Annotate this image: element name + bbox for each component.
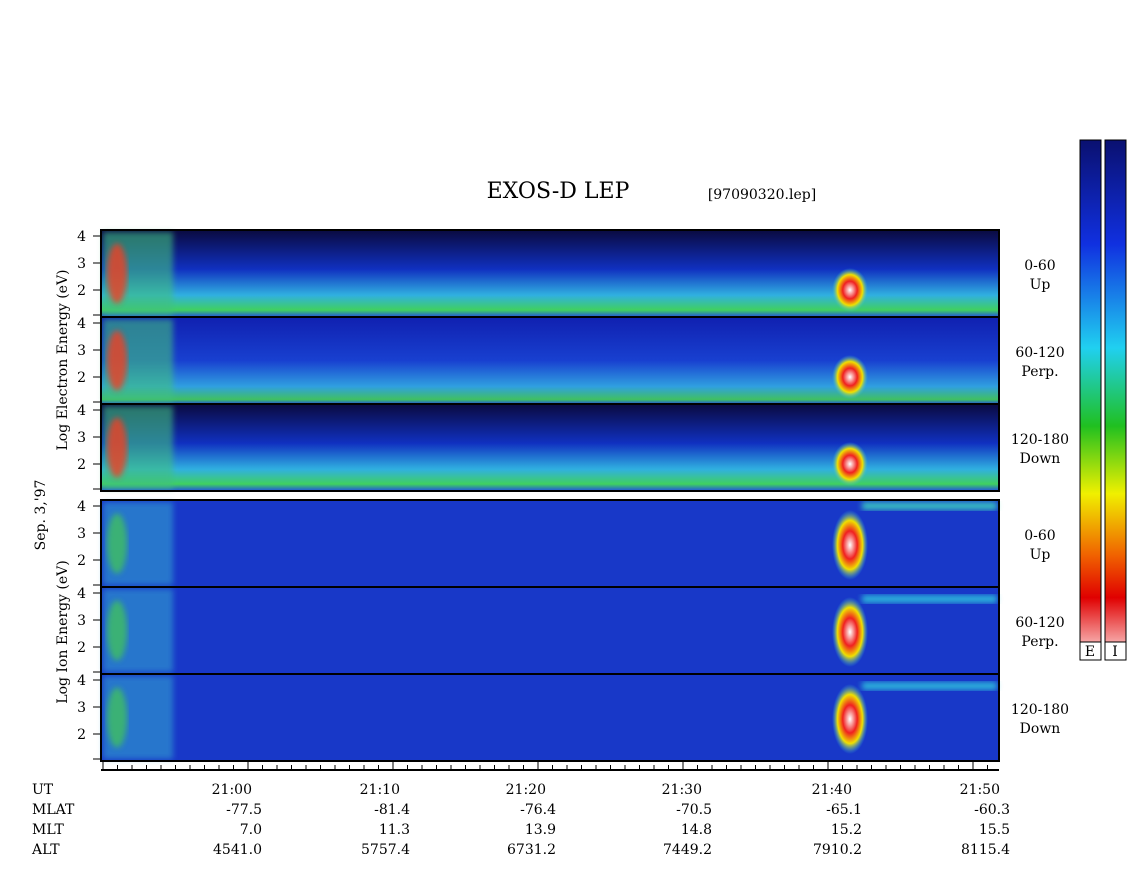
time-label: 21:40 <box>812 782 852 798</box>
hot-spot <box>832 268 868 312</box>
panel-direction: Up <box>1030 277 1051 293</box>
ephemeris-value: -65.1 <box>826 802 862 818</box>
energy-tick-label: 4 <box>77 673 86 689</box>
ephemeris-value: -76.4 <box>520 802 556 818</box>
panel-range: 0-60 <box>1024 258 1055 274</box>
energy-tick-label: 2 <box>77 370 86 386</box>
ephemeris-value: 4541.0 <box>213 842 262 858</box>
panel-direction: Perp. <box>1021 634 1058 650</box>
time-label: 21:50 <box>960 782 1000 798</box>
ephemeris-value: -81.4 <box>374 802 410 818</box>
hot-spot <box>832 684 868 754</box>
title: EXOS-D LEP <box>487 179 630 204</box>
row-name: MLT <box>32 822 64 838</box>
time-label: 21:00 <box>212 782 252 798</box>
row-name: ALT <box>31 842 60 858</box>
time-label: 21:30 <box>662 782 702 798</box>
panel-range: 120-180 <box>1011 702 1069 718</box>
energy-tick-label: 3 <box>77 526 86 542</box>
spectrogram <box>101 317 999 404</box>
time-label: 21:10 <box>360 782 400 798</box>
ephemeris-value: 13.9 <box>525 822 556 838</box>
panel-direction: Down <box>1020 721 1061 737</box>
hot-spot <box>832 510 868 580</box>
hot-spot <box>107 513 127 574</box>
electron-axis-label: Log Electron Energy (eV) <box>55 269 71 450</box>
date-label: Sep. 3,'97 <box>33 480 49 551</box>
ion-beam <box>862 595 997 603</box>
spectrogram <box>101 230 999 317</box>
energy-tick-label: 3 <box>77 256 86 272</box>
hot-spot <box>107 243 127 304</box>
energy-tick-label: 4 <box>77 586 86 602</box>
panel-range: 120-180 <box>1011 432 1069 448</box>
ion-axis-label: Log Ion Energy (eV) <box>55 560 71 703</box>
panel-direction: Up <box>1030 547 1051 563</box>
row-name: MLAT <box>32 802 75 818</box>
ion-beam <box>862 502 997 510</box>
energy-tick-label: 4 <box>77 316 86 332</box>
ephemeris: UT MLAT MLT ALT 21:00 -77.5 7.0 4541.0 21:10 -81.… <box>31 762 1010 858</box>
colorbar-label-box <box>1079 641 1102 661</box>
energy-tick-label: 2 <box>77 457 86 473</box>
energy-tick-label: 4 <box>77 229 86 245</box>
hot-spot <box>107 330 127 391</box>
hot-spot <box>107 417 127 478</box>
time-label: 21:20 <box>506 782 546 798</box>
ephemeris-value: 7910.2 <box>813 842 862 858</box>
energy-tick-label: 2 <box>77 640 86 656</box>
colorbar-label-box <box>1104 641 1127 661</box>
panel-range: 60-120 <box>1015 615 1064 631</box>
colorbar <box>1079 139 1102 661</box>
panel-direction: Perp. <box>1021 364 1058 380</box>
colorbar-label: I <box>1112 644 1118 660</box>
hot-spot <box>832 355 868 399</box>
ephemeris-value: 8115.4 <box>961 842 1010 858</box>
ephemeris-value: 7449.2 <box>663 842 712 858</box>
energy-tick-label: 3 <box>77 343 86 359</box>
ephemeris-value: 14.8 <box>681 822 712 838</box>
spectrogram-panels: 4 3 2 0-60 Up 4 3 2 60-120 Perp. 4 3 2 120-180 Down 4 3 2… <box>77 229 1069 762</box>
file-name: [97090320.lep] <box>708 187 816 203</box>
energy-tick-label: 3 <box>77 613 86 629</box>
ion-beam <box>862 682 997 690</box>
ephemeris-value: 15.5 <box>979 822 1010 838</box>
row-name: UT <box>32 782 54 798</box>
colorbar-label: E <box>1085 644 1095 660</box>
panel-direction: Down <box>1020 451 1061 467</box>
energy-tick-label: 4 <box>77 403 86 419</box>
panel-frame <box>100 673 1000 762</box>
ephemeris-value: 15.2 <box>831 822 862 838</box>
hot-spot <box>832 597 868 667</box>
ephemeris-value: 6731.2 <box>507 842 556 858</box>
energy-tick-label: 2 <box>77 283 86 299</box>
energy-tick-label: 3 <box>77 430 86 446</box>
ephemeris-value: 11.3 <box>379 822 410 838</box>
panel-range: 60-120 <box>1015 345 1064 361</box>
panel-range: 0-60 <box>1024 528 1055 544</box>
colorbar <box>1104 139 1127 661</box>
energy-tick-label: 2 <box>77 553 86 569</box>
ephemeris-value: -60.3 <box>974 802 1010 818</box>
hot-spot <box>107 687 127 748</box>
energy-tick-label: 2 <box>77 727 86 743</box>
hot-spot <box>832 442 868 486</box>
energy-tick-label: 4 <box>77 499 86 515</box>
panel-frame <box>100 403 1000 492</box>
energy-tick-label: 3 <box>77 700 86 716</box>
ephemeris-value: 5757.4 <box>361 842 410 858</box>
ephemeris-value: 7.0 <box>240 822 262 838</box>
ephemeris-value: -70.5 <box>676 802 712 818</box>
hot-spot <box>107 600 127 661</box>
spectrogram <box>101 404 999 491</box>
ephemeris-value: -77.5 <box>226 802 262 818</box>
